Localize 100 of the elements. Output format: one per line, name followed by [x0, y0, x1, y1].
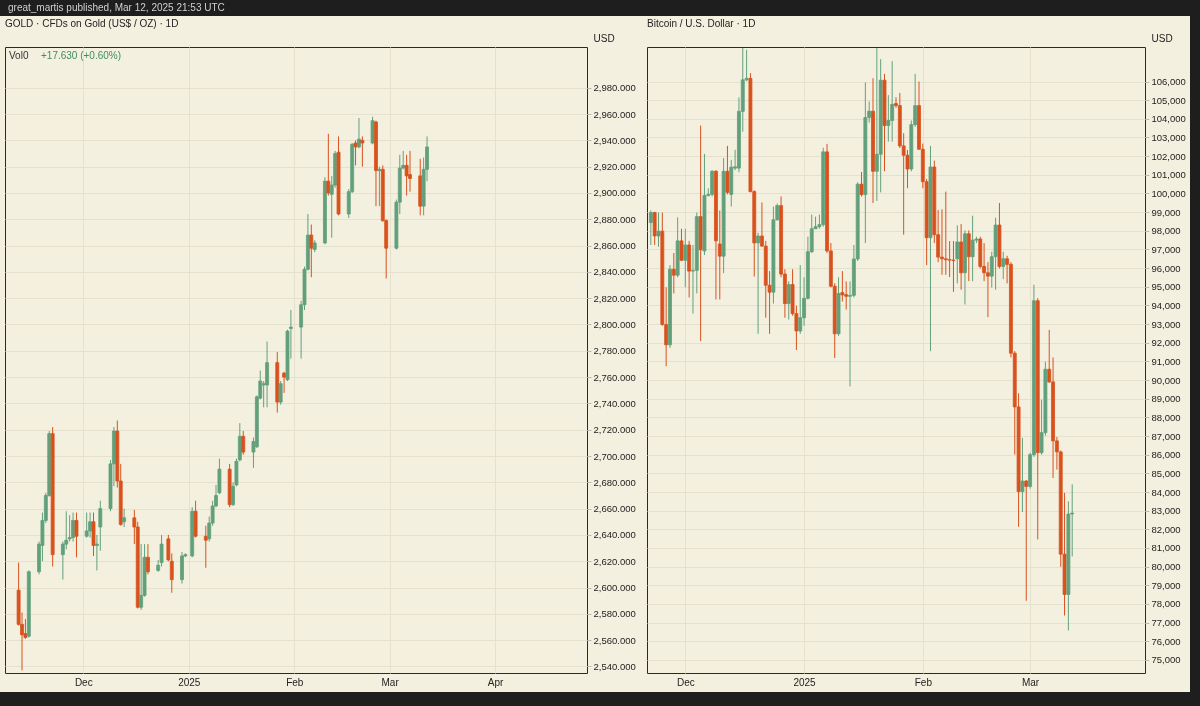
y-tick-label: 99,000	[1151, 206, 1181, 218]
x-tick-label: Feb	[286, 676, 304, 688]
candlestick	[408, 150, 412, 193]
candlestick	[1001, 251, 1006, 280]
y-tick-label: 103,000	[1151, 131, 1186, 143]
y-tick-label: 87,000	[1151, 430, 1181, 442]
y-tick-label: 95,000	[1151, 281, 1181, 293]
y-tick-label: 2,640.000	[593, 529, 636, 541]
y-tick-label: 2,600.000	[593, 582, 636, 594]
y-tick-label: 2,620.000	[593, 555, 636, 567]
y-tick-label: 77,000	[1151, 617, 1181, 629]
candlestick	[357, 117, 361, 149]
y-tick-label: 75,000	[1151, 654, 1181, 666]
y-tick-label: 2,740.000	[593, 397, 636, 409]
candlestick	[890, 60, 895, 143]
candlestick	[146, 543, 150, 575]
candlestick	[74, 512, 79, 558]
candlestick	[241, 430, 246, 456]
candlestick	[1024, 479, 1029, 602]
candlestick	[943, 191, 948, 276]
y-tick-label: 93,000	[1151, 318, 1181, 330]
y-tick-label: 78,000	[1151, 598, 1181, 610]
y-tick-label: 2,820.000	[593, 292, 636, 304]
y-tick-label: 97,000	[1151, 243, 1181, 255]
y-tick-label: 90,000	[1151, 374, 1181, 386]
y-axis-title: USD	[1151, 32, 1173, 44]
x-tick-label: Mar	[381, 676, 400, 688]
annotation: +17.630 (+0.60%)	[41, 50, 122, 61]
candlestick	[683, 228, 688, 288]
x-tick-label: Dec	[74, 676, 93, 688]
y-tick-label: 98,000	[1151, 225, 1181, 237]
y-tick-label: 2,540.000	[593, 660, 636, 672]
y-tick-label: 106,000	[1151, 76, 1186, 88]
y-tick-label: 2,720.000	[593, 424, 636, 436]
candlestick	[122, 508, 127, 528]
y-tick-label: 88,000	[1151, 411, 1181, 423]
candlestick	[951, 240, 956, 293]
candlestick	[859, 171, 864, 197]
y-tick-label: 2,780.000	[593, 345, 636, 357]
x-tick-label: 2025	[793, 676, 817, 688]
y-tick-label: 2,940.000	[593, 134, 636, 146]
candlestick	[84, 512, 89, 539]
candlestick	[886, 94, 891, 143]
candlestick	[377, 166, 382, 207]
x-tick-label: Feb	[914, 676, 933, 688]
x-tick-label: Apr	[487, 676, 505, 688]
y-tick-label: 2,580.000	[593, 608, 636, 620]
y-tick-label: 2,960.000	[593, 108, 636, 120]
y-tick-label: 2,700.000	[593, 450, 636, 462]
y-tick-label: 84,000	[1151, 486, 1181, 498]
candlestick	[404, 154, 409, 197]
y-tick-label: 80,000	[1151, 561, 1181, 573]
candlestick	[217, 458, 222, 495]
candlestick	[278, 380, 283, 406]
y-tick-label: 100,000	[1151, 187, 1186, 199]
y-tick-label: 2,880.000	[593, 213, 636, 225]
annotation: Vol0	[9, 50, 29, 61]
candlestick	[370, 116, 375, 145]
y-tick-label: 2,800.000	[593, 318, 636, 330]
y-tick-label: 76,000	[1151, 635, 1181, 647]
y-tick-label: 2,900.000	[593, 187, 636, 199]
y-tick-label: 96,000	[1151, 262, 1181, 274]
y-tick-label: 82,000	[1151, 523, 1181, 535]
y-tick-label: 2,860.000	[593, 240, 636, 252]
candlestick	[725, 145, 730, 195]
candlestick	[1020, 437, 1025, 513]
y-tick-label: 105,000	[1151, 94, 1186, 106]
y-tick-label: 79,000	[1151, 579, 1181, 591]
y-tick-label: 2,840.000	[593, 266, 636, 278]
chart-title: Bitcoin / U.S. Dollar · 1D	[647, 18, 756, 29]
chart-title: GOLD · CFDs on Gold (US$ / OZ) · 1D	[5, 18, 179, 29]
y-tick-label: 2,920.000	[593, 161, 636, 173]
y-tick-label: 85,000	[1151, 467, 1181, 479]
x-tick-label: Dec	[676, 676, 695, 688]
candlestick	[98, 500, 103, 552]
candlestick	[652, 211, 657, 246]
candlestick	[798, 264, 803, 335]
y-tick-label: 91,000	[1151, 355, 1181, 367]
y-tick-label: 2,560.000	[593, 634, 636, 646]
candlestick	[679, 228, 684, 262]
text: great_martis published, Mar 12, 2025 21:53 UTC	[7, 1, 226, 15]
y-tick-label: 81,000	[1151, 542, 1181, 554]
x-tick-label: Mar	[1021, 676, 1040, 688]
y-tick-label: 94,000	[1151, 299, 1181, 311]
candlestick	[353, 139, 358, 166]
candlestick	[955, 224, 960, 284]
candlestick	[265, 341, 269, 408]
y-tick-label: 2,660.000	[593, 503, 636, 515]
y-tick-label: 102,000	[1151, 150, 1186, 162]
y-tick-label: 2,680.000	[593, 476, 636, 488]
y-axis-title: USD	[593, 32, 615, 44]
candlestick	[756, 232, 760, 335]
x-tick-label: 2025	[178, 676, 201, 688]
candlestick	[326, 133, 331, 197]
candlestick	[360, 135, 365, 168]
candlestick	[710, 169, 715, 197]
y-tick-label: 104,000	[1151, 113, 1186, 125]
candlestick	[203, 525, 208, 569]
y-tick-label: 83,000	[1151, 505, 1181, 517]
y-tick-label: 89,000	[1151, 393, 1181, 405]
